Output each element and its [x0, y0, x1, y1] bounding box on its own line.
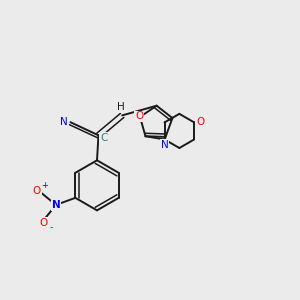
Text: O: O — [33, 186, 41, 196]
Text: N: N — [161, 140, 168, 150]
Text: O: O — [135, 111, 143, 121]
Text: N: N — [60, 117, 68, 127]
Text: C: C — [100, 133, 107, 142]
Text: H: H — [117, 103, 124, 112]
Text: N: N — [52, 200, 60, 210]
Text: +: + — [42, 181, 49, 190]
Text: O: O — [39, 218, 47, 228]
Text: O: O — [196, 117, 204, 128]
Text: -: - — [49, 222, 53, 232]
